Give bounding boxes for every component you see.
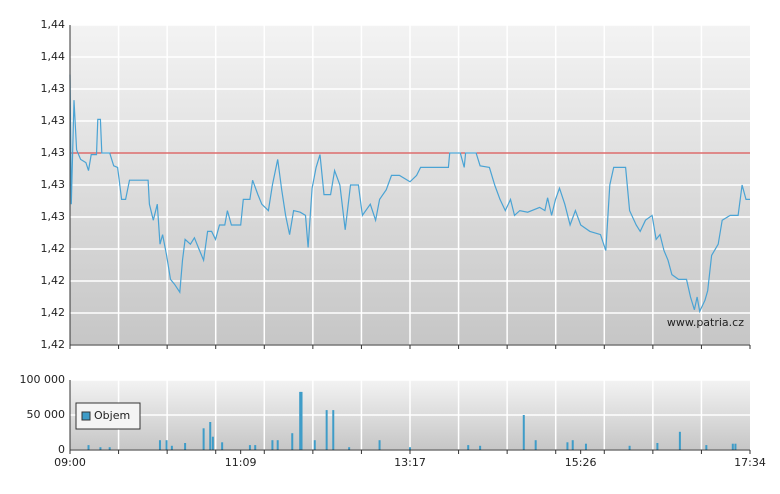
y-tick-label: 1,42: [41, 306, 66, 319]
volume-bar: [409, 447, 411, 450]
x-tick-label: 15:26: [565, 456, 597, 469]
y-tick-label: 1,43: [41, 114, 66, 127]
volume-bar: [300, 391, 303, 450]
volume-bar: [202, 428, 205, 450]
volume-bar: [479, 445, 482, 450]
volume-bar: [628, 445, 631, 450]
volume-bar: [467, 445, 470, 450]
x-tick-label: 17:34: [734, 456, 766, 469]
volume-bar: [254, 445, 257, 450]
y-tick-label: 1,43: [41, 82, 66, 95]
volume-bar: [108, 447, 111, 450]
volume-bar: [276, 440, 279, 450]
y-tick-label: 50 000: [27, 408, 66, 421]
volume-bar: [165, 440, 168, 450]
y-tick-label: 1,44: [41, 18, 66, 31]
volume-bar: [678, 431, 681, 450]
volume-bar: [299, 391, 302, 450]
y-tick-label: 1,44: [41, 50, 66, 63]
volume-bar: [211, 436, 214, 450]
volume-bar: [271, 440, 274, 450]
volume-bar: [571, 440, 574, 450]
legend-label: Objem: [94, 409, 130, 422]
price-line: [69, 74, 750, 314]
volume-bar: [209, 422, 212, 450]
volume-bar: [522, 415, 525, 450]
volume-bar: [534, 440, 537, 450]
volume-bar: [731, 443, 734, 450]
volume-bar: [221, 442, 224, 450]
y-tick-label: 1,42: [41, 274, 66, 287]
y-tick-label: 1,43: [41, 210, 66, 223]
x-tick-label: 11:09: [225, 456, 257, 469]
volume-bar: [656, 443, 659, 450]
volume-bar: [184, 443, 187, 450]
y-tick-label: 1,42: [41, 338, 66, 351]
volume-bar: [313, 440, 316, 450]
volume-bar: [87, 445, 90, 450]
legend-swatch: [81, 411, 91, 421]
x-tick-label: 13:17: [394, 456, 426, 469]
y-tick-label: 100 000: [20, 373, 66, 386]
y-tick-label: 0: [58, 443, 65, 456]
volume-bar: [332, 410, 335, 450]
volume-bar: [248, 445, 251, 450]
watermark: www.patria.cz: [667, 316, 744, 329]
volume-bar: [158, 440, 161, 450]
y-tick-label: 1,42: [41, 242, 66, 255]
volume-bar: [348, 447, 351, 450]
volume-bar: [705, 445, 708, 450]
volume-bar: [291, 433, 294, 450]
y-tick-label: 1,43: [41, 178, 66, 191]
volume-bar: [170, 445, 173, 450]
volume-bar: [566, 442, 569, 450]
y-tick-label: 1,43: [41, 146, 66, 159]
volume-bar: [584, 443, 587, 450]
volume-bar: [99, 447, 102, 450]
volume-bar: [325, 410, 328, 450]
volume-bar: [378, 440, 381, 450]
volume-bar: [734, 443, 737, 450]
x-tick-label: 09:00: [54, 456, 86, 469]
